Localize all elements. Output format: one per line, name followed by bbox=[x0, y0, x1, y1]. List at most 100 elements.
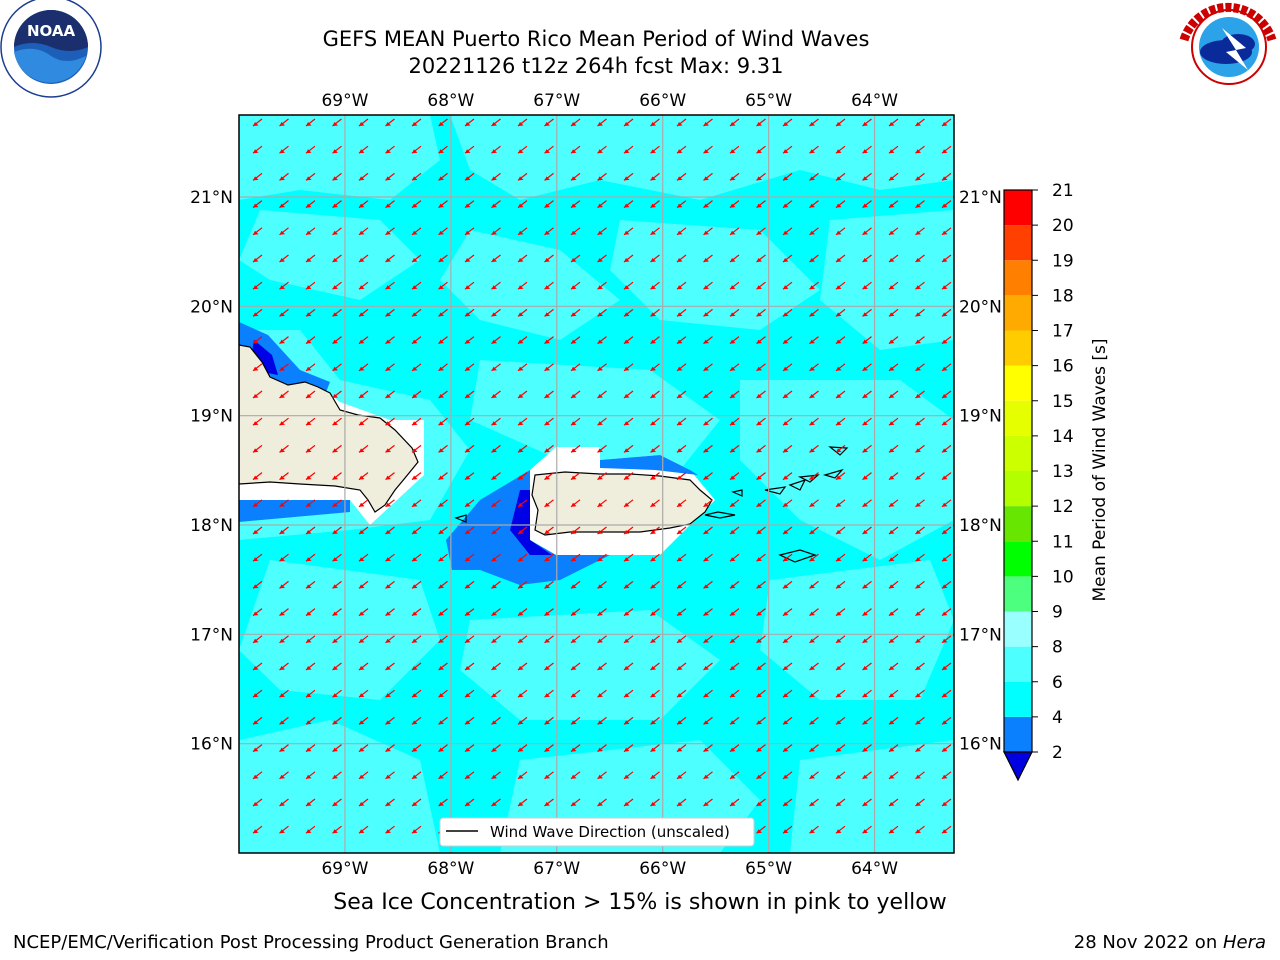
direction-arrow bbox=[385, 608, 395, 617]
direction-arrow bbox=[597, 444, 607, 453]
direction-arrow bbox=[358, 716, 369, 725]
direction-arrow bbox=[517, 662, 528, 671]
direction-arrow bbox=[703, 580, 713, 589]
direction-arrow bbox=[888, 444, 899, 453]
direction-arrow bbox=[888, 254, 899, 263]
lat-label-right: 16°N bbox=[959, 735, 1002, 755]
direction-arrow bbox=[544, 662, 554, 671]
direction-arrow bbox=[491, 608, 501, 617]
direction-arrow bbox=[623, 308, 634, 317]
direction-arrow bbox=[332, 336, 342, 345]
direction-arrow bbox=[835, 336, 846, 345]
direction-arrow bbox=[835, 417, 846, 426]
direction-arrow bbox=[252, 798, 263, 807]
direction-arrow bbox=[676, 444, 687, 453]
direction-arrow bbox=[544, 472, 554, 481]
direction-arrow bbox=[782, 281, 793, 290]
direction-arrow bbox=[491, 444, 501, 453]
direction-arrow bbox=[438, 390, 448, 399]
direction-arrow bbox=[252, 308, 263, 317]
direction-arrow bbox=[332, 417, 342, 426]
direction-arrow bbox=[835, 716, 846, 725]
direction-arrow bbox=[544, 390, 554, 399]
direction-arrow bbox=[464, 472, 475, 481]
direction-arrow bbox=[915, 200, 925, 209]
direction-arrow bbox=[332, 689, 342, 698]
direction-arrow bbox=[597, 553, 607, 562]
direction-arrow bbox=[756, 172, 766, 181]
direction-arrow bbox=[676, 363, 687, 372]
direction-arrow bbox=[782, 444, 793, 453]
direction-arrow bbox=[305, 662, 316, 671]
direction-arrow bbox=[650, 716, 660, 725]
direction-arrow bbox=[358, 200, 369, 209]
direction-arrow bbox=[464, 444, 475, 453]
direction-arrow bbox=[464, 662, 475, 671]
direction-arrow bbox=[358, 825, 369, 834]
direction-arrow bbox=[438, 145, 448, 154]
direction-arrow bbox=[570, 553, 581, 562]
direction-arrow bbox=[332, 308, 342, 317]
direction-arrow bbox=[915, 608, 925, 617]
direction-arrow bbox=[729, 172, 740, 181]
direction-arrow bbox=[862, 118, 872, 127]
direction-arrow bbox=[385, 227, 395, 236]
direction-arrow bbox=[279, 689, 289, 698]
direction-arrow bbox=[756, 662, 766, 671]
direction-arrow bbox=[782, 798, 793, 807]
direction-arrow bbox=[517, 336, 528, 345]
sea-ice-caption: Sea Ice Concentration > 15% is shown in … bbox=[333, 890, 947, 915]
direction-arrow bbox=[279, 553, 289, 562]
direction-arrow bbox=[782, 499, 793, 508]
direction-arrow bbox=[862, 444, 872, 453]
direction-arrow bbox=[385, 336, 395, 345]
land-puerto-rico bbox=[531, 471, 713, 536]
colorbar-segment bbox=[1004, 646, 1032, 682]
direction-arrow bbox=[623, 363, 634, 372]
direction-arrow bbox=[941, 553, 952, 562]
direction-arrow bbox=[544, 200, 554, 209]
direction-arrow bbox=[358, 444, 369, 453]
direction-arrow bbox=[385, 798, 395, 807]
direction-arrow bbox=[623, 608, 634, 617]
direction-arrow bbox=[597, 145, 607, 154]
direction-arrow bbox=[941, 716, 952, 725]
direction-arrow bbox=[941, 336, 952, 345]
lat-label-left: 21°N bbox=[190, 188, 233, 208]
direction-arrow bbox=[438, 526, 448, 535]
direction-arrow bbox=[809, 499, 819, 508]
direction-arrow bbox=[915, 472, 925, 481]
direction-arrow bbox=[729, 118, 740, 127]
direction-arrow bbox=[570, 145, 581, 154]
direction-arrow bbox=[862, 608, 872, 617]
direction-arrow bbox=[464, 172, 475, 181]
direction-arrow bbox=[597, 635, 607, 644]
direction-arrow bbox=[252, 771, 263, 780]
direction-arrow bbox=[623, 200, 634, 209]
direction-arrow bbox=[279, 798, 289, 807]
direction-arrow bbox=[888, 227, 899, 236]
direction-arrow bbox=[862, 798, 872, 807]
direction-arrow bbox=[941, 172, 952, 181]
direction-arrow bbox=[729, 227, 740, 236]
direction-arrow bbox=[915, 689, 925, 698]
colorbar-tick-label: 9 bbox=[1052, 603, 1063, 623]
direction-arrow bbox=[279, 716, 289, 725]
direction-arrow bbox=[941, 363, 952, 372]
direction-arrow bbox=[279, 771, 289, 780]
direction-arrow bbox=[385, 499, 395, 508]
direction-arrow bbox=[782, 363, 793, 372]
direction-arrow bbox=[597, 472, 607, 481]
direction-arrow bbox=[676, 716, 687, 725]
direction-arrow bbox=[862, 308, 872, 317]
direction-arrow bbox=[332, 580, 342, 589]
direction-arrow bbox=[729, 580, 740, 589]
direction-arrow bbox=[915, 662, 925, 671]
direction-arrow bbox=[252, 200, 263, 209]
direction-arrow bbox=[438, 172, 448, 181]
direction-arrow bbox=[862, 390, 872, 399]
direction-arrow bbox=[411, 635, 422, 644]
direction-arrow bbox=[835, 308, 846, 317]
direction-arrow bbox=[782, 118, 793, 127]
direction-arrow bbox=[570, 172, 581, 181]
